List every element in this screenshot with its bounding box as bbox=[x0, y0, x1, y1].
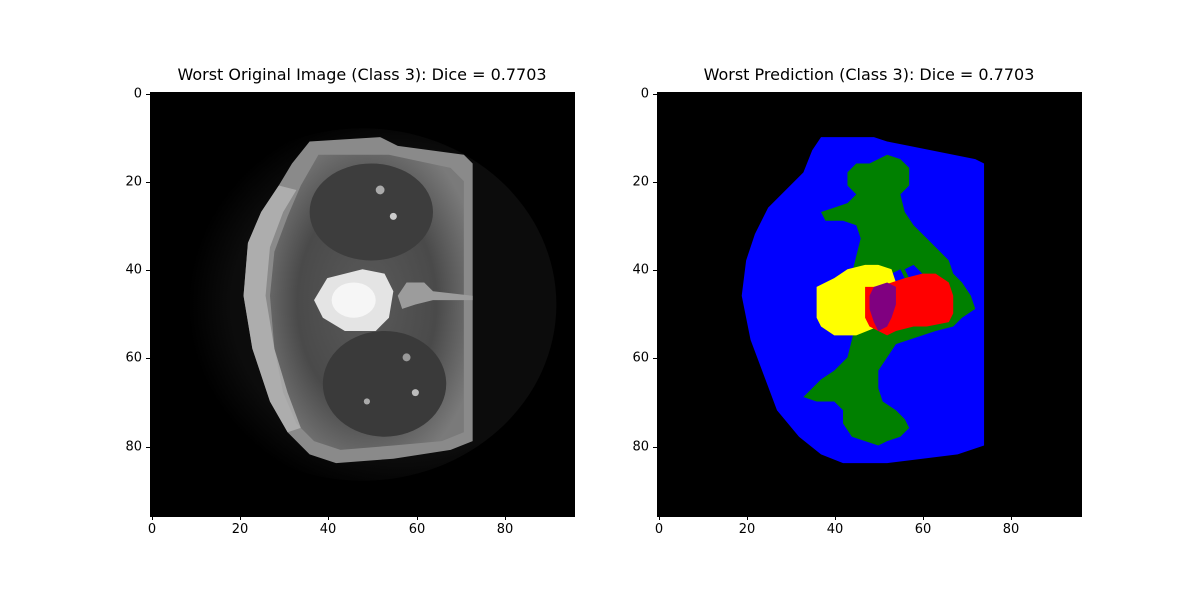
right-ytick-mark bbox=[653, 358, 657, 359]
right-ytick-label: 40 bbox=[632, 262, 649, 278]
right-xtick-mark bbox=[747, 516, 748, 520]
left-xtick-mark bbox=[505, 516, 506, 520]
right-segmentation-image bbox=[658, 93, 1081, 516]
seg-purple-region bbox=[869, 282, 896, 331]
left-ytick-label: 40 bbox=[125, 262, 142, 278]
right-xtick-mark bbox=[923, 516, 924, 520]
right-ytick-label: 80 bbox=[632, 439, 649, 455]
left-xtick-label: 0 bbox=[147, 522, 157, 537]
left-ytick-label: 80 bbox=[125, 439, 142, 455]
right-xtick-label: 40 bbox=[826, 522, 844, 537]
right-ytick-label: 20 bbox=[632, 174, 649, 190]
left-ytick-label: 0 bbox=[133, 86, 142, 102]
left-xtick-label: 40 bbox=[319, 522, 337, 537]
right-xtick-label: 80 bbox=[1002, 522, 1020, 537]
right-xtick-label: 60 bbox=[914, 522, 932, 537]
left-ytick-mark bbox=[146, 94, 150, 95]
left-xtick-label: 80 bbox=[496, 522, 514, 537]
right-xtick-label: 20 bbox=[738, 522, 756, 537]
left-ytick-mark bbox=[146, 270, 150, 271]
right-ytick-mark bbox=[653, 94, 657, 95]
left-xtick-mark bbox=[152, 516, 153, 520]
right-ytick-mark bbox=[653, 447, 657, 448]
left-ytick-label: 60 bbox=[125, 350, 142, 366]
right-ytick-label: 60 bbox=[632, 350, 649, 366]
left-ytick-mark bbox=[146, 358, 150, 359]
left-xtick-mark bbox=[328, 516, 329, 520]
left-mri-image bbox=[151, 93, 574, 516]
right-xtick-label: 0 bbox=[654, 522, 664, 537]
left-ytick-mark bbox=[146, 182, 150, 183]
left-image-axes bbox=[150, 92, 575, 517]
right-ytick-label: 0 bbox=[640, 86, 649, 102]
left-panel-title: Worst Original Image (Class 3): Dice = 0… bbox=[177, 65, 547, 84]
left-ytick-label: 20 bbox=[125, 174, 142, 190]
right-panel-title: Worst Prediction (Class 3): Dice = 0.770… bbox=[703, 65, 1035, 84]
left-xtick-label: 60 bbox=[408, 522, 426, 537]
left-ytick-mark bbox=[146, 447, 150, 448]
right-ytick-mark bbox=[653, 270, 657, 271]
right-xtick-mark bbox=[1011, 516, 1012, 520]
left-xtick-label: 20 bbox=[231, 522, 249, 537]
right-xtick-mark bbox=[835, 516, 836, 520]
right-ytick-mark bbox=[653, 182, 657, 183]
right-xtick-mark bbox=[659, 516, 660, 520]
right-image-axes bbox=[657, 92, 1082, 517]
left-xtick-mark bbox=[417, 516, 418, 520]
left-xtick-mark bbox=[240, 516, 241, 520]
